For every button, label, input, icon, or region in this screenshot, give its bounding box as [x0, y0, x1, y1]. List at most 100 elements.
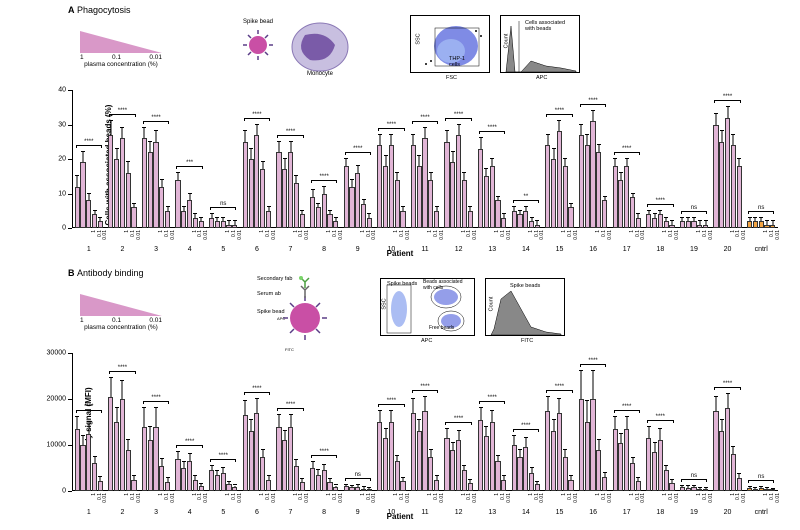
bar — [444, 142, 449, 228]
bar — [512, 211, 517, 228]
patient-label: 16 — [576, 509, 610, 516]
bar — [613, 166, 618, 228]
bar — [367, 489, 372, 491]
bar — [349, 187, 354, 228]
bar — [114, 422, 119, 491]
bar — [680, 487, 685, 491]
significance-label: **** — [319, 449, 328, 455]
bar — [232, 225, 237, 228]
bar — [535, 225, 540, 228]
bar — [450, 450, 455, 491]
bar — [636, 218, 641, 228]
patient-group: 10.10.0112**** — [442, 353, 476, 491]
bar — [215, 221, 220, 228]
bar — [400, 481, 405, 491]
patient-group: 10.10.0115**** — [543, 353, 577, 491]
significance-label: **** — [185, 439, 194, 445]
bar — [377, 422, 382, 491]
patient-group: 10.10.0111**** — [408, 90, 442, 228]
patient-label: 5 — [206, 509, 240, 516]
bar — [383, 166, 388, 228]
spike-bead-label: Spike bead — [243, 19, 273, 25]
significance-label: **** — [252, 112, 261, 118]
significance-label: **** — [286, 402, 295, 408]
bar — [596, 152, 601, 228]
bar — [322, 194, 327, 229]
chart-a: 01020304010.10.011****10.10.012****10.10… — [72, 90, 778, 228]
bar — [266, 480, 271, 492]
bar — [310, 468, 315, 491]
bar — [613, 429, 618, 491]
bar — [646, 438, 651, 491]
bar — [456, 440, 461, 491]
bar — [759, 488, 764, 491]
panel-a-header: 1 0.1 0.01 plasma concentration (%) Spik… — [80, 13, 780, 81]
concentration-triangle-b: 1 0.1 0.01 plasma concentration (%) — [80, 294, 162, 331]
bar — [535, 484, 540, 491]
significance-label: **** — [420, 384, 429, 390]
patient-label: 9 — [341, 509, 375, 516]
bar — [120, 399, 125, 491]
significance-label: *** — [186, 160, 193, 166]
patient-label: 9 — [341, 246, 375, 253]
bar — [646, 214, 651, 228]
bar — [444, 438, 449, 491]
bar — [148, 440, 153, 491]
patient-group: 10.10.0116**** — [576, 90, 610, 228]
bar — [753, 489, 758, 491]
bar — [731, 145, 736, 228]
significance-label: **** — [588, 98, 597, 104]
patient-group: 10.10.0117**** — [610, 353, 644, 491]
bar — [175, 180, 180, 228]
bar — [333, 221, 338, 228]
bar — [484, 436, 489, 491]
bar — [468, 483, 473, 491]
bar — [456, 135, 461, 228]
bar — [428, 457, 433, 492]
significance-label: **** — [219, 453, 228, 459]
patient-label: 20 — [711, 246, 745, 253]
bar — [260, 169, 265, 228]
significance-label: **** — [656, 198, 665, 204]
concentration-triangle-a: 1 0.1 0.01 plasma concentration (%) — [80, 31, 162, 68]
bar — [697, 489, 702, 491]
bar — [618, 180, 623, 228]
patient-group: 10.10.0119ns — [677, 353, 711, 491]
bar — [300, 214, 305, 228]
patient-group: 10.10.0119ns — [677, 90, 711, 228]
patient-group: 10.10.011**** — [72, 90, 106, 228]
bar — [747, 488, 752, 491]
bar — [114, 159, 119, 228]
patient-label: 4 — [173, 509, 207, 516]
significance-label: **** — [353, 146, 362, 152]
bar — [602, 477, 607, 491]
bar — [92, 463, 97, 491]
significance-label: **** — [488, 395, 497, 401]
patient-label: 15 — [543, 246, 577, 253]
significance-label: ns — [758, 474, 764, 480]
significance-label: **** — [118, 108, 127, 114]
bar — [417, 431, 422, 491]
bar — [737, 166, 742, 228]
bar — [86, 200, 91, 228]
significance-label: **** — [387, 398, 396, 404]
bar — [686, 221, 691, 228]
bar — [215, 475, 220, 491]
patient-group: 10.10.0111**** — [408, 353, 442, 491]
bar — [355, 487, 360, 491]
chart-b: 010000200003000010.10.011****10.10.012**… — [72, 353, 778, 491]
bar — [680, 221, 685, 228]
patient-group: 10.10.0113**** — [475, 90, 509, 228]
bar — [551, 431, 556, 491]
bar — [703, 225, 708, 228]
bar — [199, 486, 204, 491]
significance-label: **** — [151, 395, 160, 401]
bar — [249, 159, 254, 228]
patient-group: 10.10.018**** — [307, 353, 341, 491]
bar — [686, 488, 691, 491]
patient-group: 10.10.0114**** — [509, 353, 543, 491]
bar — [551, 159, 556, 228]
bar — [389, 422, 394, 491]
bar — [428, 180, 433, 228]
bar — [254, 135, 259, 228]
